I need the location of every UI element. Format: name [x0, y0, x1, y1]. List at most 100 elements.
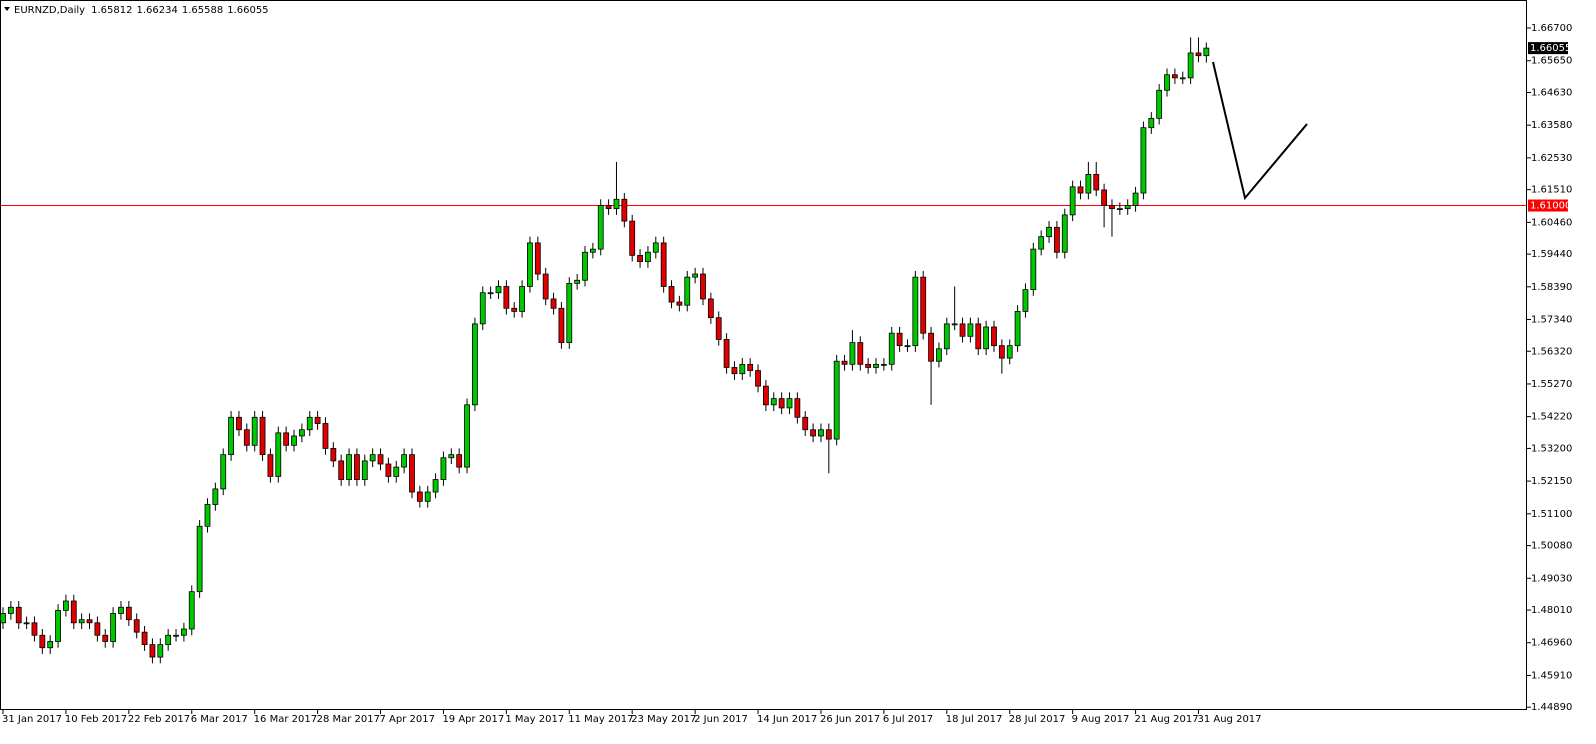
candle-body	[597, 205, 604, 250]
x-tick-label: 2 Jun 2017	[694, 714, 748, 725]
candle-body	[385, 463, 392, 477]
candle-body	[401, 454, 408, 468]
x-tick-label: 28 Jul 2017	[1009, 714, 1066, 725]
candle-body	[487, 292, 494, 295]
candle-body	[841, 360, 848, 365]
candle-body	[629, 220, 636, 256]
x-tick-label: 28 Mar 2017	[317, 714, 380, 725]
candle-body	[818, 429, 824, 437]
candle-body	[928, 332, 934, 362]
candle-body	[943, 323, 950, 350]
y-tick-label: 1.63580	[1531, 120, 1572, 131]
candle-body	[998, 345, 1005, 359]
candle-body	[275, 432, 282, 477]
candle-body	[967, 323, 974, 337]
candle-body	[936, 348, 942, 362]
candle-body	[330, 448, 337, 462]
candle-body	[1116, 208, 1123, 211]
candle-body	[23, 622, 30, 625]
candle-body	[684, 276, 691, 306]
candle-body	[1069, 186, 1076, 216]
candle-body	[283, 432, 290, 446]
x-tick-label: 18 Jul 2017	[946, 714, 1003, 725]
candle-body	[511, 307, 518, 312]
candle-body	[1085, 173, 1092, 194]
candle-body	[849, 342, 856, 365]
projection-drawing	[1212, 61, 1308, 201]
candle-body	[715, 317, 722, 340]
candle-body	[306, 416, 313, 431]
candle-body	[440, 457, 447, 480]
x-tick-label: 23 May 2017	[631, 714, 696, 725]
candle-body	[133, 619, 140, 633]
candle-body	[1148, 117, 1155, 129]
candle-body	[15, 606, 22, 624]
y-tick-label: 1.55270	[1531, 379, 1572, 390]
candle-body	[196, 525, 203, 593]
candle-body	[668, 286, 675, 303]
candle-body	[204, 504, 211, 527]
y-tick-label: 1.59440	[1531, 249, 1572, 260]
candle-body	[660, 242, 667, 287]
y-tick-label: 1.65650	[1531, 56, 1572, 67]
candle-body	[1203, 47, 1210, 57]
y-tick-label: 1.52150	[1531, 476, 1572, 487]
candle-body	[39, 634, 46, 649]
y-tick-label: 1.64630	[1531, 87, 1572, 98]
candle-body	[102, 634, 109, 642]
x-tick-label: 14 Jun 2017	[757, 714, 817, 725]
x-tick-label: 19 Apr 2017	[442, 714, 504, 725]
x-tick-label: 6 Mar 2017	[191, 714, 248, 725]
current-price-box	[1528, 42, 1568, 55]
candle-body	[692, 273, 699, 278]
candle-body	[369, 454, 376, 462]
level-price-box	[1528, 199, 1568, 212]
candle-body	[896, 332, 903, 347]
candle-body	[833, 360, 840, 440]
candle-body	[1022, 289, 1029, 312]
candle-body	[723, 339, 730, 368]
candle-body	[94, 622, 101, 636]
candle-body	[1030, 248, 1037, 291]
y-tick-label: 1.54220	[1531, 412, 1572, 423]
candle-body	[149, 644, 156, 658]
candle-body	[267, 454, 274, 477]
open-value: 1.65812	[91, 5, 132, 16]
y-tick-label: 1.61510	[1531, 185, 1572, 196]
candle-body	[1061, 214, 1068, 253]
candle-body	[1164, 74, 1170, 91]
candle-body	[157, 644, 164, 658]
candle-body	[31, 622, 38, 636]
candle-body	[794, 398, 801, 418]
current-price-label: 1.66055	[1530, 43, 1571, 54]
candle-body	[558, 307, 565, 343]
candle-body	[495, 286, 502, 294]
candle-body	[534, 242, 541, 275]
candle-body	[582, 251, 588, 281]
candle-body	[1156, 89, 1163, 119]
candle-body	[464, 404, 470, 468]
candle-body	[991, 326, 997, 347]
candle-body	[78, 619, 85, 624]
candle-body	[259, 416, 266, 456]
candle-body	[377, 454, 384, 465]
x-tick-label: 26 Jun 2017	[820, 714, 880, 725]
candle-body	[747, 363, 754, 371]
candle-body	[456, 454, 463, 468]
y-tick-label: 1.44890	[1531, 702, 1572, 713]
candle-body	[1077, 186, 1084, 194]
candle-body	[566, 282, 573, 343]
candle-body	[605, 205, 612, 210]
x-tick-label: 31 Jan 2017	[2, 714, 62, 725]
candle-body	[1014, 311, 1021, 347]
candle-body	[47, 641, 54, 649]
candle-body	[141, 631, 148, 646]
x-tick-label: 21 Aug 2017	[1135, 714, 1199, 725]
candle-body	[951, 323, 958, 326]
candle-body	[1140, 127, 1147, 194]
candle-body	[298, 429, 305, 437]
x-tick-label: 6 Jul 2017	[883, 714, 933, 725]
chart-header: EURNZD,Daily 1.65812 1.66234 1.65588 1.66055	[14, 5, 269, 16]
candle-body	[1179, 77, 1186, 80]
candle-body	[637, 254, 643, 262]
